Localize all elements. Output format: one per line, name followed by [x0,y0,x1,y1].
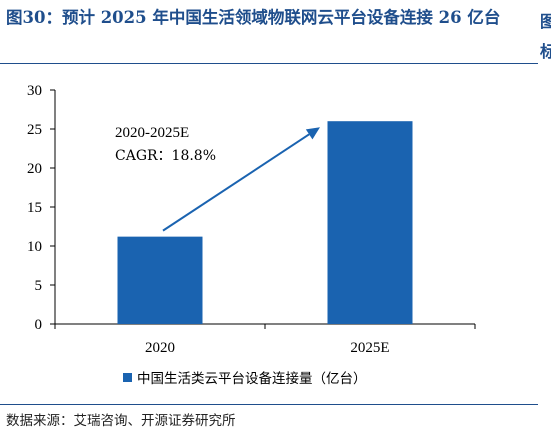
growth-arrow [162,133,310,232]
source-note: 数据来源：艾瑞咨询、开源证券研究所 [6,413,236,429]
footer-divider [0,404,538,405]
bar-2020 [117,236,203,324]
y-axis: 0 5 10 15 20 25 30 [27,83,56,333]
legend-label: 中国生活类云平台设备连接量（亿台） [137,370,367,387]
legend-swatch [123,373,132,382]
legend: 中国生活类云平台设备连接量（亿台） [123,370,367,387]
y-tick-label: 10 [27,239,42,255]
y-tick-label: 25 [27,122,42,138]
y-tick-label: 30 [27,83,42,99]
y-tick-label: 0 [35,317,43,333]
bar-2025e [327,121,413,324]
x-tick-label: 2025E [350,340,389,356]
figure-title: 图30：预计 2025 年中国生活领域物联网云平台设备连接 26 亿台 [6,8,501,27]
y-tick-label: 15 [27,200,42,216]
title-divider [0,63,538,64]
x-tick-label: 2020 [145,340,175,356]
y-tick-label: 20 [27,161,42,177]
bars-group [117,121,413,324]
growth-arrow-head [305,127,320,140]
y-tick-label: 5 [35,278,43,294]
annotation-period: 2020-2025E [115,125,189,141]
annotation-cagr: CAGR：18.8% [115,148,216,164]
clipped-neighbor-title: 图 [540,12,551,30]
x-axis: 2020 2025E [54,323,476,356]
cagr-annotation: 2020-2025E CAGR：18.8% [115,125,320,232]
clipped-neighbor-title-2: 标 [540,42,551,60]
